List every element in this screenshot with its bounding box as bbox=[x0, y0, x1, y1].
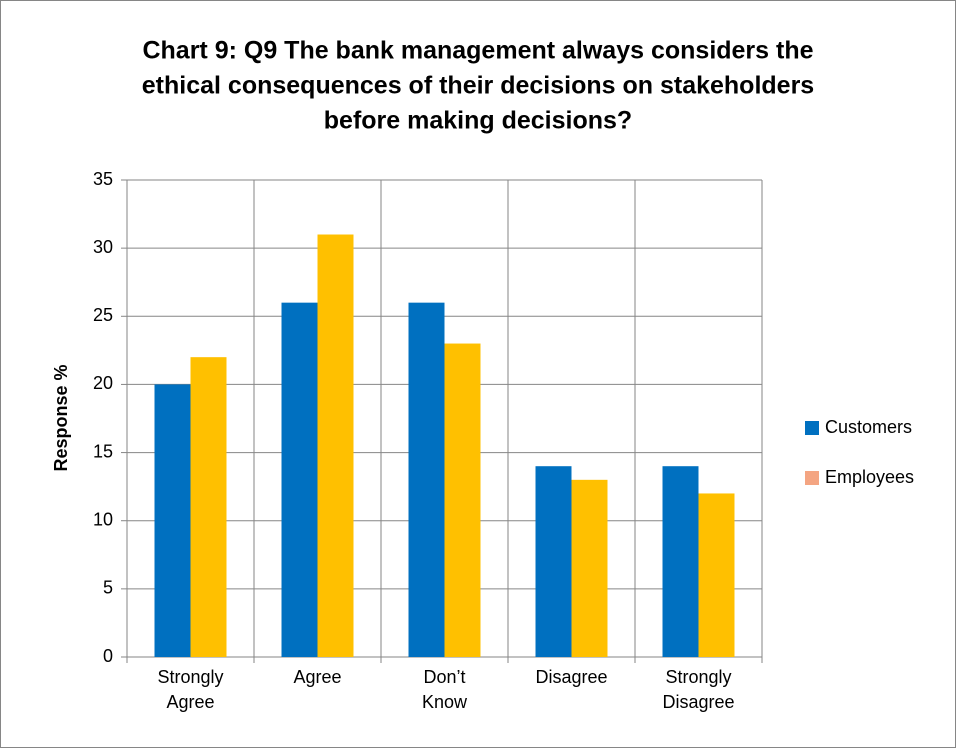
y-tick-label: 5 bbox=[103, 578, 113, 598]
y-tick-label: 35 bbox=[93, 169, 113, 189]
y-tick-label: 25 bbox=[93, 305, 113, 325]
y-tick-label: 20 bbox=[93, 373, 113, 393]
bar bbox=[190, 357, 227, 657]
y-axis-label: Response % bbox=[51, 364, 71, 471]
y-tick-label: 15 bbox=[93, 441, 113, 461]
bar bbox=[408, 302, 445, 657]
bar bbox=[535, 466, 572, 657]
legend-label: Customers bbox=[825, 417, 912, 437]
bar bbox=[698, 493, 735, 657]
x-tick-label-box: Agree bbox=[293, 667, 342, 687]
legend-swatch bbox=[805, 421, 819, 435]
bar bbox=[662, 466, 699, 657]
x-tick-label-box: Strongly Disagree bbox=[662, 667, 735, 712]
x-tick-label-box: Don’t Know bbox=[421, 667, 468, 712]
legend-swatch bbox=[805, 471, 819, 485]
x-tick-label: Disagree bbox=[535, 667, 608, 687]
bar bbox=[571, 479, 608, 657]
x-tick-label-box: Strongly Agree bbox=[157, 667, 224, 712]
bar bbox=[444, 343, 481, 657]
y-tick-label: 30 bbox=[93, 237, 113, 257]
chart-title: ethical consequences of their decisions … bbox=[142, 72, 814, 100]
legend-label: Employees bbox=[825, 467, 914, 487]
x-tick-label-box: Disagree bbox=[535, 667, 608, 687]
x-tick-label: Strongly Agree bbox=[157, 667, 224, 712]
x-tick-label: Don’t Know bbox=[421, 667, 468, 712]
bar bbox=[154, 384, 191, 657]
bar bbox=[317, 234, 354, 657]
x-tick-label: Agree bbox=[293, 667, 342, 687]
y-tick-label: 10 bbox=[93, 509, 113, 529]
y-tick-label: 0 bbox=[103, 646, 113, 666]
chart-title: before making decisions? bbox=[324, 107, 632, 135]
chart-title: Chart 9: Q9 The bank management always c… bbox=[142, 37, 813, 65]
x-tick-label: Strongly Disagree bbox=[662, 667, 735, 712]
bar bbox=[281, 302, 318, 657]
